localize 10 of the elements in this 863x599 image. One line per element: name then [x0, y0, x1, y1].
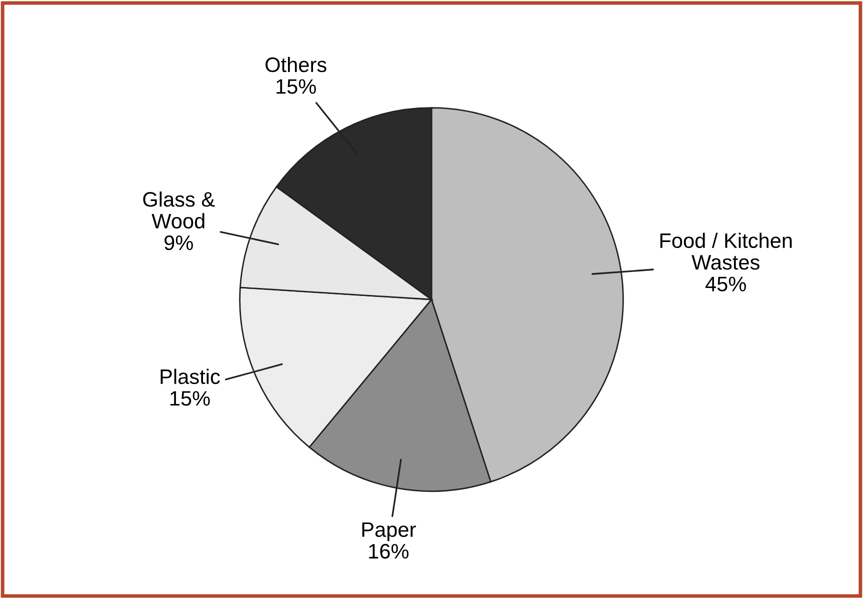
slice-label: Glass & Wood — [143, 191, 215, 228]
slice-label: Paper — [362, 522, 416, 542]
data-label: 15% — [276, 79, 316, 94]
data-label: 9% — [164, 235, 193, 250]
data-label: 45% — [705, 276, 746, 292]
slice-label: Food / Kitchen Wastes — [660, 232, 792, 270]
slice-label: Plastic — [160, 368, 220, 384]
data-label: 15% — [170, 391, 210, 406]
slice-label: Others — [266, 56, 326, 72]
data-label: 16% — [369, 544, 409, 559]
